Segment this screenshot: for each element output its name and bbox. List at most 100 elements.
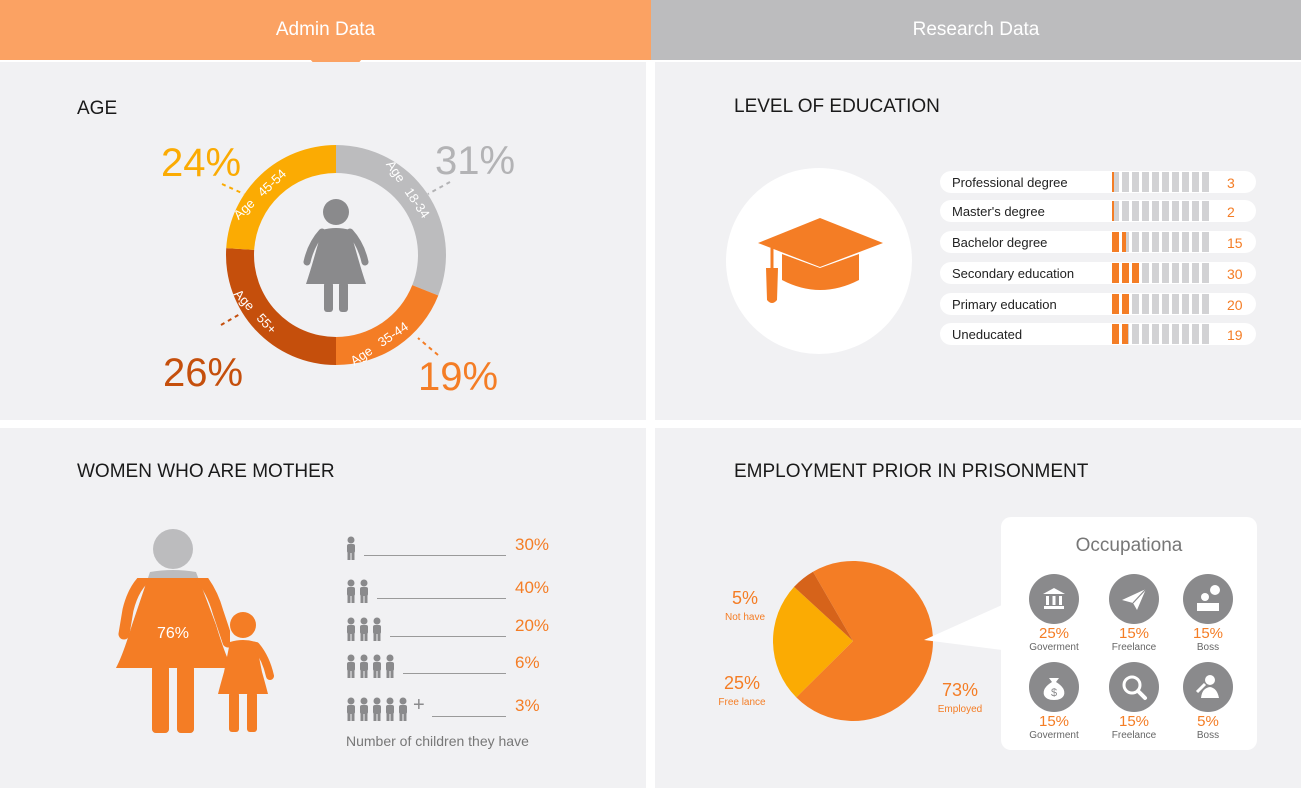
child-icon — [386, 654, 394, 678]
occupation-label: Boss — [1196, 730, 1220, 741]
education-bar-segment — [1152, 294, 1159, 314]
age-percentage: 24% — [161, 141, 241, 185]
education-bar-segment — [1162, 172, 1169, 192]
education-label: Primary education — [952, 297, 1057, 312]
occupation-title: Occupationa — [1075, 535, 1183, 556]
education-bar-segment — [1172, 324, 1179, 344]
employment-slice — [796, 561, 934, 721]
education-bar-segment — [1152, 232, 1159, 252]
education-bar-segment — [1182, 294, 1189, 314]
education-bar-segment — [1132, 172, 1139, 192]
education-title: LEVEL OF EDUCATION — [734, 96, 940, 117]
education-bar-segment — [1142, 232, 1149, 252]
education-label: Bachelor degree — [952, 235, 1048, 250]
child-icon — [347, 697, 355, 721]
education-bar-segment — [1162, 232, 1169, 252]
occupation-percentage: 25% — [1038, 625, 1070, 642]
education-bar-segment — [1142, 324, 1149, 344]
children-row-line — [377, 598, 506, 599]
education-bar-segment — [1112, 263, 1119, 283]
education-bar-segment — [1122, 172, 1129, 192]
children-row: 6% — [344, 653, 559, 679]
education-bar-segment — [1152, 172, 1159, 192]
education-bar-segment — [1192, 172, 1199, 192]
education-bar-segment — [1132, 263, 1139, 283]
child-icon — [360, 617, 368, 641]
education-bar-segment — [1192, 263, 1199, 283]
education-value: 15 — [1227, 235, 1243, 251]
occupation-label: Freelance — [1111, 730, 1157, 741]
children-percentage: 30% — [515, 535, 550, 554]
search-icon — [1109, 662, 1159, 712]
education-bar-segment — [1182, 324, 1189, 344]
employment-label: Employed — [938, 704, 982, 715]
children-percentage: 6% — [515, 653, 540, 672]
occupation-card: Occupationa 25% Goverment 15% Freelance 15% B… — [1001, 517, 1257, 750]
occupation-percentage: 5% — [1197, 713, 1219, 730]
woman-icon — [303, 199, 369, 312]
children-row-line — [432, 716, 506, 717]
age-segment-35-44 — [336, 285, 439, 365]
age-percentage: 26% — [163, 351, 243, 395]
education-bar-segment — [1202, 294, 1209, 314]
education-bar-segment — [1192, 324, 1199, 344]
education-bar-segment — [1112, 294, 1119, 314]
education-bar-segment — [1142, 263, 1149, 283]
children-icons — [347, 654, 394, 678]
education-bar-segment — [1172, 232, 1179, 252]
child-icon — [347, 536, 355, 560]
occupation-label: Boss — [1196, 642, 1220, 653]
worker-icon — [1183, 662, 1233, 712]
occupation-item: 15% Boss — [1168, 574, 1248, 653]
education-value: 2 — [1227, 204, 1235, 220]
occupation-percentage: 15% — [1192, 625, 1224, 642]
education-value: 3 — [1227, 175, 1235, 191]
education-bar-segment — [1122, 201, 1129, 221]
education-bar-segment — [1172, 172, 1179, 192]
age-leader-line — [220, 313, 241, 326]
education-bar-segment — [1132, 232, 1139, 252]
education-bar-segment — [1162, 201, 1169, 221]
education-row: Master's degree 2 — [940, 200, 1256, 222]
education-row: Professional degree 3 — [940, 171, 1256, 193]
occupation-label: Freelance — [1111, 642, 1157, 653]
tab-admin-data[interactable]: Admin Data — [0, 0, 651, 60]
money-bag-icon: $ — [1029, 662, 1079, 712]
employment-percentage: 5% — [732, 588, 758, 608]
education-bar-segment — [1172, 201, 1179, 221]
employment-slice — [794, 571, 853, 641]
age-segment-55+ — [225, 248, 336, 365]
plus-sign: + — [413, 694, 425, 716]
children-icons — [347, 579, 368, 603]
occupation-label: Goverment — [1029, 730, 1079, 741]
children-row: +3% — [344, 694, 559, 722]
education-row: Primary education 20 — [940, 293, 1256, 315]
education-bar-segment — [1182, 172, 1189, 192]
education-label: Master's degree — [952, 204, 1045, 219]
child-icon — [360, 579, 368, 603]
education-bar-segment — [1152, 263, 1159, 283]
occupation-item: 15% Freelance — [1094, 574, 1174, 653]
children-row-line — [390, 636, 506, 637]
occupation-percentage: 15% — [1118, 625, 1150, 642]
occupation-percentage: 15% — [1118, 713, 1150, 730]
occupation-label: Goverment — [1029, 642, 1079, 653]
education-bar-segment — [1112, 201, 1119, 221]
education-bar-segment — [1202, 232, 1209, 252]
graduation-cap-icon — [758, 218, 883, 303]
education-label: Secondary education — [952, 266, 1075, 281]
employment-percentage: 73% — [942, 680, 978, 700]
education-row: Uneducated 19 — [940, 323, 1256, 345]
age-title: AGE — [77, 98, 118, 119]
mothers-title: WOMEN WHO ARE MOTHER — [77, 461, 335, 482]
children-row: 30% — [344, 535, 559, 561]
boss-desk-icon — [1183, 574, 1233, 624]
child-icon — [218, 612, 274, 732]
education-row: Secondary education 30 — [940, 262, 1256, 284]
education-bar-segment — [1162, 324, 1169, 344]
child-icon — [360, 654, 368, 678]
education-bar-segment — [1152, 324, 1159, 344]
occupation-item: 5% Boss — [1168, 662, 1248, 741]
tab-research-data[interactable]: Research Data — [651, 0, 1301, 60]
